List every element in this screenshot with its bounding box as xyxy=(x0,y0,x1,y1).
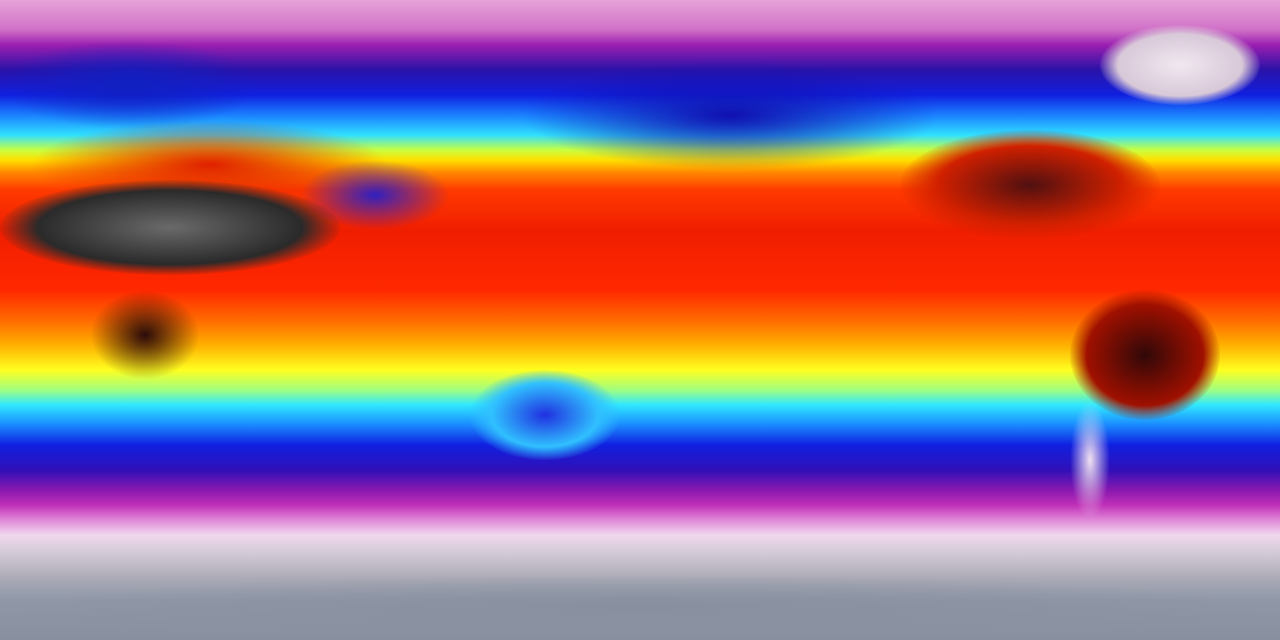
australia xyxy=(470,370,620,460)
sahara-desert xyxy=(0,180,340,275)
central-africa-dark xyxy=(90,290,200,380)
greenland-ice xyxy=(1100,25,1260,105)
north-america-hot-region xyxy=(900,130,1160,240)
amazon-basin xyxy=(1070,290,1220,420)
andes-cold-strip xyxy=(1070,400,1110,520)
antarctica-ice xyxy=(0,575,1280,640)
north-america-cold-region xyxy=(0,40,260,130)
siberia-cold-region xyxy=(520,60,940,170)
tibet-plateau xyxy=(300,160,450,230)
